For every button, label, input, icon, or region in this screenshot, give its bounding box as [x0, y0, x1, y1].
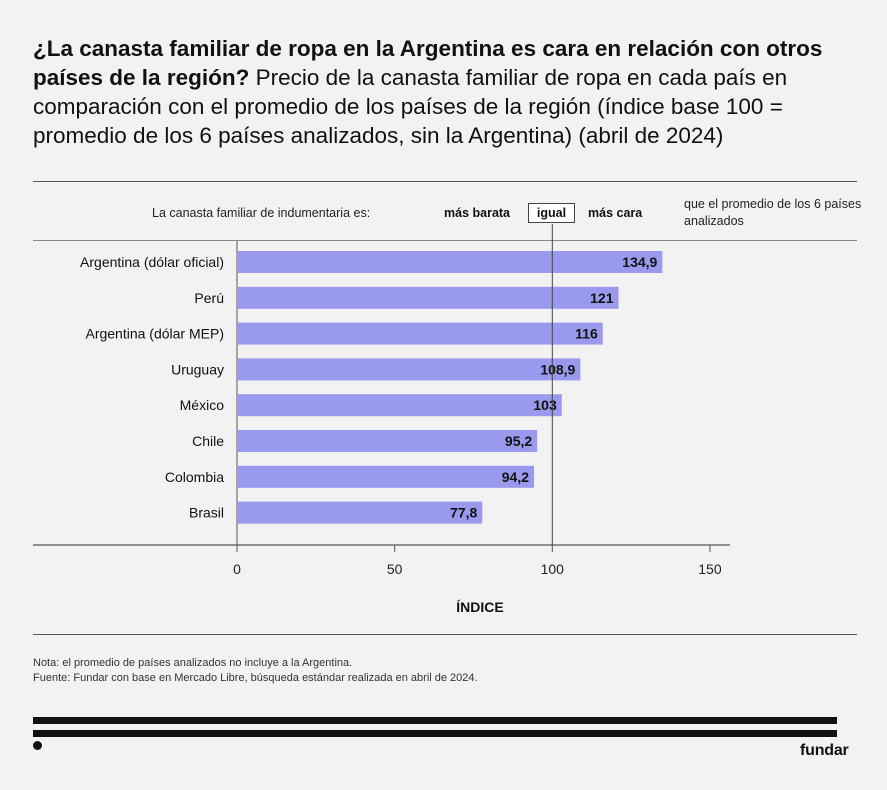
x-tick-label: 0	[233, 561, 241, 577]
value-label: 95,2	[505, 433, 532, 449]
value-label: 108,9	[540, 361, 575, 377]
header-trail: que el promedio de los 6 países analizad…	[684, 197, 862, 228]
bar	[237, 251, 663, 273]
category-label: Perú	[194, 290, 224, 306]
x-tick-label: 50	[387, 561, 403, 577]
category-label: Argentina (dólar oficial)	[80, 254, 224, 270]
bar	[237, 394, 562, 417]
source-text: Fuente: Fundar con base en Mercado Libre…	[33, 672, 478, 684]
note-text: Nota: el promedio de países analizados n…	[33, 657, 353, 669]
value-label: 103	[533, 397, 557, 413]
category-label: Brasil	[189, 505, 224, 521]
bar	[237, 465, 535, 488]
footer-dot	[33, 741, 42, 750]
category-label: México	[180, 397, 225, 413]
x-axis-title: ÍNDICE	[456, 599, 503, 615]
x-tick-label: 100	[541, 561, 565, 577]
chart-title-rest: Precio de la canasta familiar de ropa en…	[33, 65, 788, 148]
bottom-rule	[33, 634, 857, 635]
category-label: Argentina (dólar MEP)	[85, 326, 224, 342]
category-label: Chile	[192, 433, 224, 449]
value-label: 94,2	[502, 469, 529, 485]
value-label: 121	[590, 290, 614, 306]
footer-stripe-bottom	[33, 730, 837, 737]
value-label: 77,8	[450, 505, 477, 521]
header-equal: igual	[528, 203, 575, 223]
footer-stripe-top	[33, 717, 837, 724]
bar-chart: Argentina (dólar oficial) 134,9 Perú 121 Arg…	[33, 224, 730, 615]
value-label: 116	[575, 326, 598, 342]
chart-title-bold: ¿La canasta familiar de ropa en la Argen…	[33, 36, 823, 90]
header-lead: La canasta familiar de indumentaria es:	[152, 206, 371, 220]
category-label: Uruguay	[171, 361, 224, 377]
fundar-logo: fundar	[800, 742, 849, 759]
header-cheaper: más barata	[444, 206, 511, 220]
bar	[237, 322, 603, 345]
top-rule	[33, 181, 857, 182]
header-pricier: más cara	[588, 206, 643, 220]
x-tick-label: 150	[698, 561, 722, 577]
chart-title: ¿La canasta familiar de ropa en la Argen…	[33, 34, 863, 150]
chart-notes: Nota: el promedio de países analizados n…	[33, 656, 478, 686]
value-label: 134,9	[622, 254, 657, 270]
category-label: Colombia	[165, 469, 224, 485]
bar	[237, 358, 581, 381]
bar	[237, 501, 483, 524]
header-rule	[33, 240, 857, 241]
bar	[237, 430, 538, 452]
bar	[237, 286, 619, 309]
